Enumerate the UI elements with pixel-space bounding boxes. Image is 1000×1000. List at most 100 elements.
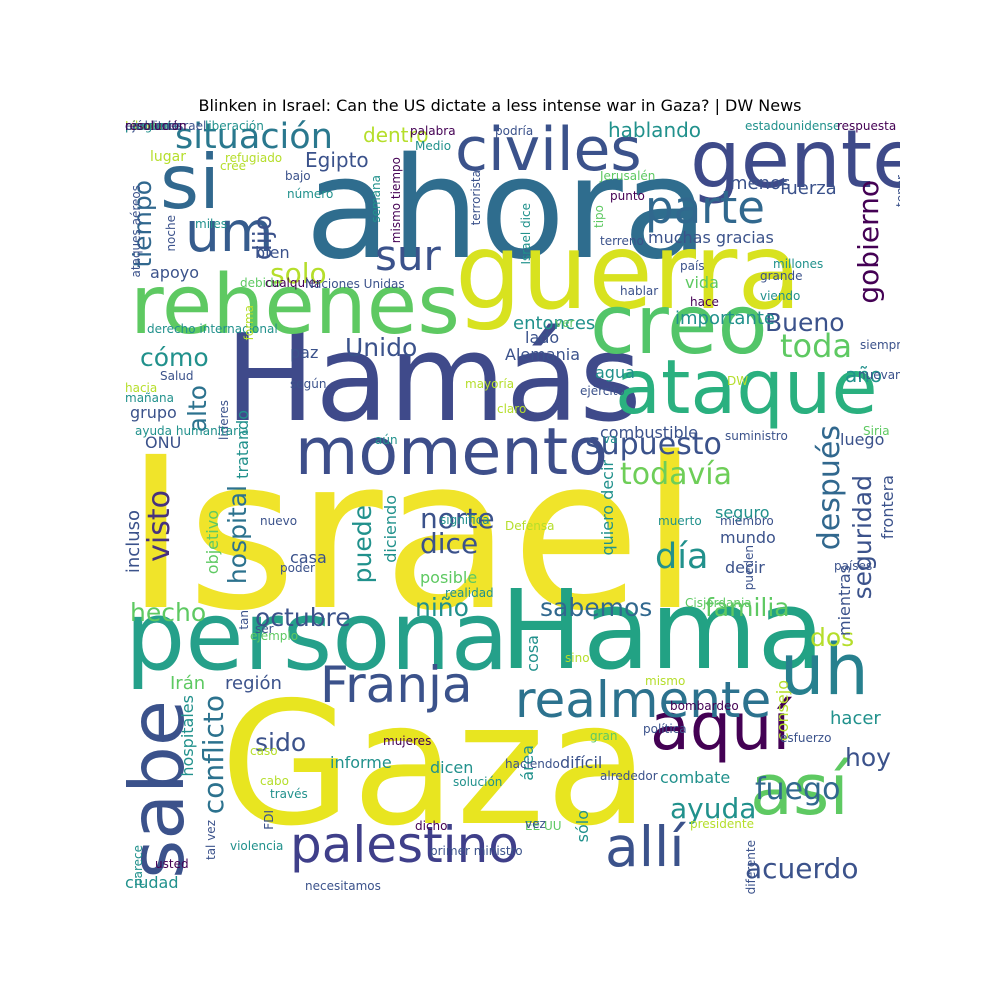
word-civiles: civiles (455, 120, 642, 185)
word-mujeres: mujeres (383, 734, 432, 748)
word-octubre: octubre (255, 603, 351, 632)
word-hamas: Hamás (225, 310, 642, 449)
word-mientras: mientras (835, 565, 854, 637)
word-dicho: dicho (415, 819, 448, 833)
word-grande: grande (760, 269, 803, 283)
word-naciones-unidas: Naciones Unidas (305, 277, 405, 291)
word-si: si (160, 138, 220, 226)
word-cisjordania: Cisjordania (685, 596, 752, 610)
word-nino: niño (415, 593, 469, 622)
word-hablando: hablando (608, 120, 702, 142)
word-mismo-tiempo: mismo tiempo (389, 157, 403, 244)
word-ataque: ataque (615, 343, 878, 431)
word-siria: Siria (863, 424, 890, 438)
word-momento: momento (295, 415, 608, 490)
word-significa: significa (440, 513, 490, 527)
word-nuevamente: nuevamente (858, 368, 900, 382)
word-lugar: lugar (150, 149, 186, 165)
word-hablar: hablar (620, 284, 659, 298)
word-va: va (603, 432, 618, 446)
figure-title: Blinken in Israel: Can the US dictate a … (198, 96, 802, 115)
word-dia: día (655, 537, 709, 577)
word-salud: Salud (160, 369, 194, 383)
word-objetivo: objetivo (203, 510, 222, 575)
word-lado: lado (525, 328, 560, 347)
word-franja: Franja (320, 656, 473, 714)
word-miles: miles (195, 217, 227, 231)
word-conflicto: conflicto (197, 695, 230, 815)
word-defensa: Defensa (505, 519, 555, 533)
word-hospitales: hospitales (178, 695, 197, 777)
word-entonces: entonces (513, 313, 596, 334)
word-bajo: bajo (285, 169, 311, 183)
word-ciudad: ciudad (125, 873, 179, 892)
word-pueden: pueden (742, 545, 756, 591)
word-suministro: suministro (725, 429, 788, 443)
word-alemania: Alemania (505, 345, 581, 364)
word-apoyo: apoyo (150, 263, 200, 282)
word-segun: según (290, 377, 327, 391)
word-familia: familia (705, 593, 790, 622)
word-hace: hace (690, 295, 719, 309)
word-grupo: grupo (130, 403, 177, 422)
word-region: región (225, 673, 282, 694)
word-millones: millones (773, 257, 824, 271)
word-visto: visto (142, 490, 177, 562)
word-asi: así (750, 749, 849, 831)
word-ataques-aereos: ataques aéreos (129, 185, 143, 278)
word-hospital: hospital (223, 485, 252, 585)
word-cloud: Israel ahora Gaza Hamás Hama persona guerra reh… (125, 120, 900, 895)
word-libano: Líbano (125, 120, 165, 133)
word-hacia: hacia (125, 381, 158, 395)
word-resolucion: resolución (125, 120, 187, 133)
word-medio: Medio (415, 139, 452, 153)
word-sino: sino (565, 651, 590, 665)
word-situacion: situación (175, 120, 333, 157)
word-semana: semana (369, 175, 383, 223)
word-primer-ministro: primer ministro (430, 844, 523, 858)
word-casa: casa (290, 548, 327, 567)
word-importante: importante (675, 308, 776, 329)
word-punto: punto (610, 189, 645, 203)
word-nuevo: nuevo (260, 514, 298, 528)
word-ejercito-israel: ejército Israel (125, 120, 207, 133)
word-forma: forma (242, 305, 256, 341)
word-vez: vez (525, 817, 546, 831)
word-dentro: dentro (363, 123, 429, 147)
word-posible: posible (420, 568, 478, 587)
word-israel-dice: Israel dice (519, 203, 533, 265)
word-ee-uu: EE UU (525, 819, 562, 833)
word-sur: sur (375, 231, 441, 280)
word-ahora: ahora (305, 128, 709, 291)
word-hacer: hacer (830, 708, 881, 729)
word-manera: manera (125, 120, 172, 133)
word-terrorista: terrorista (469, 170, 483, 226)
word-diferente: diferente (744, 840, 758, 895)
word-israel: Israel (125, 412, 699, 657)
word-traves: través (270, 787, 308, 801)
word-paz: paz (290, 343, 319, 362)
word-violencia: violencia (230, 839, 284, 853)
word-seguro: seguro (715, 503, 770, 522)
word-numero: número (287, 187, 334, 201)
word-cree: cree (220, 159, 247, 173)
word-derecho-internacional: derecho internacional (147, 322, 278, 336)
word-parece: parece (131, 845, 145, 887)
word-toda: toda (780, 327, 853, 365)
word-aun: aún (375, 433, 398, 447)
word-refugiado: refugiado (225, 151, 283, 165)
word-mundo: mundo (720, 528, 776, 547)
word-parte: parte (645, 181, 765, 234)
word-uh: uh (780, 629, 869, 711)
word-bien: bien (255, 243, 290, 262)
word-incluso: incluso (125, 510, 144, 574)
word-vida: vida (685, 273, 719, 292)
word-tal-vez: tal vez (204, 820, 218, 860)
word-dos: dos (810, 623, 855, 652)
word-muchas-gracias: muchas gracias (648, 228, 774, 247)
word-hecho: hecho (130, 598, 207, 627)
word-jerusalen: Jerusalén (600, 169, 656, 183)
word-hama: Hama (500, 566, 825, 694)
word-sido: sido (255, 728, 307, 757)
word-combustible: combustible (600, 423, 698, 442)
